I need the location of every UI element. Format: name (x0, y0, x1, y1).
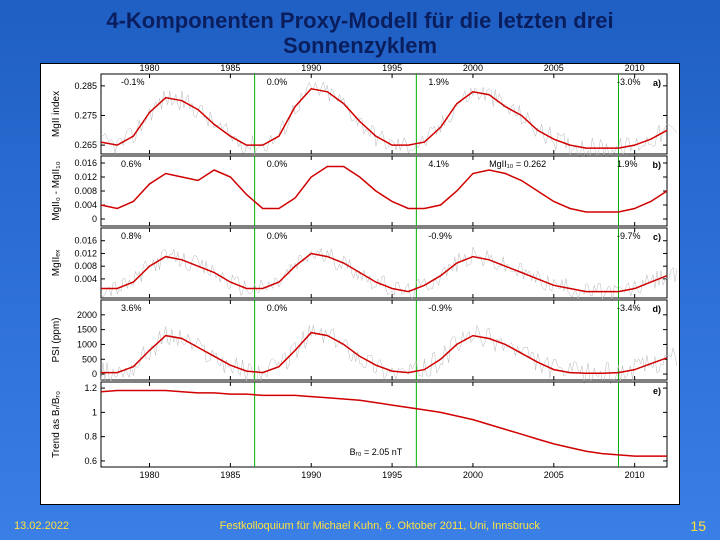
svg-text:-3.0%: -3.0% (617, 77, 641, 87)
svg-text:1.9%: 1.9% (617, 159, 638, 169)
svg-text:1980: 1980 (139, 64, 159, 73)
slide-title: 4-Komponenten Proxy-Modell für die letzt… (0, 0, 720, 63)
svg-text:1990: 1990 (301, 64, 321, 73)
svg-text:1995: 1995 (382, 64, 402, 73)
multi-panel-chart: 0.265 0.275 0.285 MgII index 1980 1985 1990 199… (41, 64, 677, 504)
svg-text:2010: 2010 (625, 64, 645, 73)
svg-text:0.0%: 0.0% (267, 231, 288, 241)
svg-text:0.016: 0.016 (74, 158, 97, 168)
svg-text:0.265: 0.265 (74, 140, 97, 150)
svg-text:b): b) (653, 160, 662, 170)
svg-text:1985: 1985 (220, 64, 240, 73)
slide-footer: 13.02.2022 Festkolloquium für Michael Ku… (0, 518, 720, 534)
svg-text:500: 500 (82, 354, 97, 364)
svg-text:2005: 2005 (544, 64, 564, 73)
svg-text:-0.9%: -0.9% (428, 303, 452, 313)
svg-text:0.0%: 0.0% (267, 159, 288, 169)
svg-text:-3.4%: -3.4% (617, 303, 641, 313)
svg-text:0.275: 0.275 (74, 110, 97, 120)
svg-text:-9.7%: -9.7% (617, 231, 641, 241)
svg-text:MgII index: MgII index (51, 91, 62, 137)
svg-text:-0.1%: -0.1% (121, 77, 145, 87)
svg-text:1.9%: 1.9% (428, 77, 449, 87)
svg-text:0.004: 0.004 (74, 200, 97, 210)
svg-text:0.016: 0.016 (74, 235, 97, 245)
footer-center: Festkolloquium für Michael Kuhn, 6. Okto… (69, 520, 690, 532)
svg-text:0.012: 0.012 (74, 172, 97, 182)
footer-date: 13.02.2022 (14, 520, 69, 532)
svg-text:0.004: 0.004 (74, 274, 97, 284)
svg-text:MgII₁₀ = 0.262: MgII₁₀ = 0.262 (489, 159, 546, 169)
svg-text:Trend as Bᵣ/Bᵣ₀: Trend as Bᵣ/Bᵣ₀ (51, 391, 62, 458)
svg-text:1990: 1990 (301, 470, 321, 480)
svg-text:0.0%: 0.0% (267, 303, 288, 313)
svg-text:MgIIₑₓ: MgIIₑₓ (51, 249, 62, 276)
svg-text:2000: 2000 (463, 470, 483, 480)
svg-text:e): e) (653, 386, 661, 396)
svg-text:1980: 1980 (139, 470, 159, 480)
svg-text:0: 0 (92, 214, 97, 224)
svg-text:1995: 1995 (382, 470, 402, 480)
footer-page: 15 (690, 518, 706, 534)
svg-text:0.285: 0.285 (74, 80, 97, 90)
svg-text:2000: 2000 (77, 309, 97, 319)
svg-text:0.008: 0.008 (74, 186, 97, 196)
svg-text:1985: 1985 (220, 470, 240, 480)
svg-text:4.1%: 4.1% (428, 159, 449, 169)
svg-text:PSI (ppm): PSI (ppm) (51, 317, 62, 362)
svg-text:0.008: 0.008 (74, 261, 97, 271)
svg-text:0.8%: 0.8% (121, 231, 142, 241)
svg-text:2000: 2000 (463, 64, 483, 73)
chart-container: 0.265 0.275 0.285 MgII index 1980 1985 1990 199… (40, 63, 680, 505)
svg-text:1000: 1000 (77, 339, 97, 349)
svg-text:2010: 2010 (625, 470, 645, 480)
svg-text:-0.9%: -0.9% (428, 231, 452, 241)
svg-text:c): c) (653, 232, 661, 242)
svg-text:1500: 1500 (77, 324, 97, 334)
title-line-2: Sonnenzyklem (10, 33, 710, 58)
title-line-1: 4-Komponenten Proxy-Modell für die letzt… (10, 8, 710, 33)
svg-text:Bᵣ₀ = 2.05 nT: Bᵣ₀ = 2.05 nT (350, 447, 403, 457)
svg-text:0.012: 0.012 (74, 248, 97, 258)
svg-text:2005: 2005 (544, 470, 564, 480)
svg-text:0.6: 0.6 (84, 456, 97, 466)
svg-text:a): a) (653, 78, 661, 88)
svg-text:0.6%: 0.6% (121, 159, 142, 169)
svg-text:MgII₀ - MgII₁₀: MgII₀ - MgII₁₀ (51, 161, 62, 220)
svg-text:1.2: 1.2 (84, 383, 97, 393)
svg-text:0: 0 (92, 369, 97, 379)
svg-text:0.0%: 0.0% (267, 77, 288, 87)
svg-text:0.8: 0.8 (84, 431, 97, 441)
svg-text:3.6%: 3.6% (121, 303, 142, 313)
svg-text:1: 1 (92, 407, 97, 417)
svg-text:d): d) (653, 304, 662, 314)
